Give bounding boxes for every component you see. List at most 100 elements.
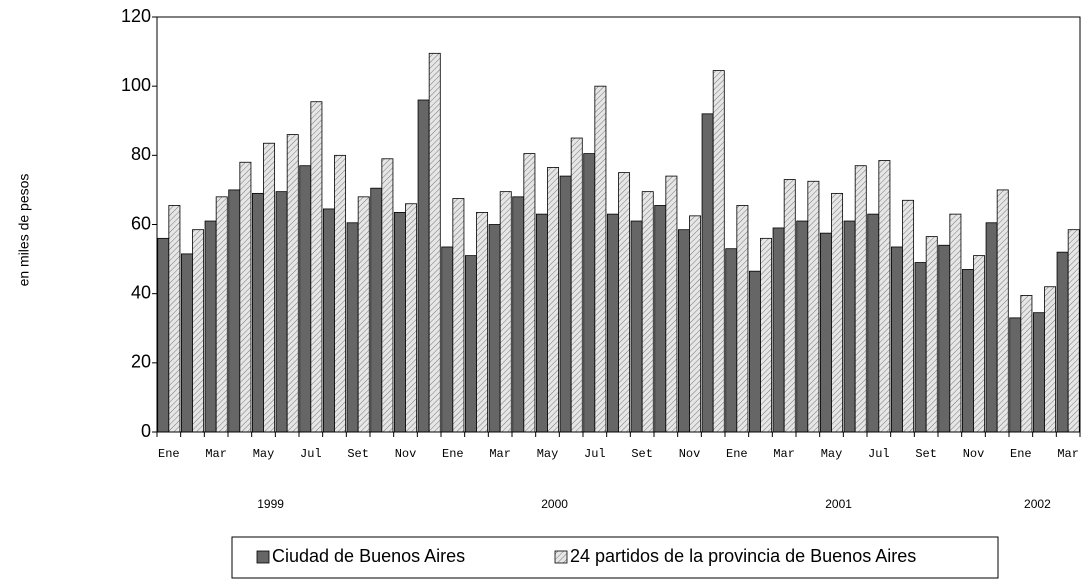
x-tick-label: Set [347, 447, 369, 461]
bar [512, 196, 525, 433]
x-tick-label: Mar [773, 447, 795, 461]
bar [854, 165, 867, 433]
bar [334, 154, 347, 433]
bar [843, 220, 856, 433]
y-tick-label: 60 [131, 213, 151, 233]
bar [796, 220, 809, 433]
x-tick-label: Jul [300, 447, 322, 461]
bar [215, 196, 228, 433]
bar [914, 262, 927, 433]
bar [748, 270, 761, 433]
bar [1067, 229, 1080, 433]
bar [476, 211, 489, 433]
bar [488, 224, 501, 433]
bar [938, 244, 951, 433]
bar [275, 191, 288, 433]
x-tick-label: Nov [395, 447, 417, 461]
bar [665, 175, 678, 433]
y-axis-label: en miles de pesos [16, 174, 32, 287]
bar [630, 220, 643, 433]
bar [1056, 251, 1069, 433]
bar [405, 203, 418, 433]
y-tick-label: 100 [121, 75, 151, 95]
x-tick-label: Mar [1057, 447, 1079, 461]
bar [322, 208, 335, 433]
bar [583, 153, 596, 433]
x-tick-label: Nov [963, 447, 985, 461]
bar [606, 213, 619, 433]
bar [381, 158, 394, 433]
bar [819, 232, 832, 433]
bar [157, 237, 170, 433]
bar [783, 179, 796, 433]
bar [772, 227, 785, 433]
bar [417, 99, 430, 433]
x-tick-label: Ene [726, 447, 748, 461]
bar [547, 167, 560, 433]
y-tick-label: 40 [131, 282, 151, 302]
bar [370, 187, 383, 433]
x-tick-label: May [253, 447, 275, 461]
x-tick-label: Ene [442, 447, 464, 461]
bar [985, 222, 998, 433]
x-tick-label: Set [631, 447, 653, 461]
bar [878, 160, 891, 433]
x-tick-label: Set [915, 447, 937, 461]
bar [464, 255, 477, 433]
legend-swatch [554, 550, 568, 564]
bar [286, 134, 299, 433]
bar [890, 246, 903, 433]
year-label: 1999 [257, 497, 284, 511]
bar [807, 180, 820, 433]
x-tick-label: Ene [1010, 447, 1032, 461]
bar [251, 192, 264, 433]
bar [239, 161, 252, 433]
x-tick-label: May [537, 447, 559, 461]
y-tick-label: 0 [141, 421, 151, 441]
bar [1020, 294, 1033, 433]
bar [961, 269, 974, 433]
x-tick-label: Mar [489, 447, 511, 461]
legend [231, 536, 999, 579]
bar [867, 213, 880, 433]
legend-label: 24 partidos de la provincia de Buenos Ai… [570, 546, 916, 566]
legend-swatch [256, 550, 270, 564]
bar [559, 175, 572, 433]
x-tick-label: Nov [679, 447, 701, 461]
bar [428, 52, 441, 433]
bar [831, 192, 844, 433]
x-tick-label: May [821, 447, 843, 461]
bar [902, 199, 915, 433]
bar [441, 246, 454, 433]
x-tick-label: Jul [868, 447, 890, 461]
bar [263, 142, 276, 433]
y-tick-label: 20 [131, 352, 151, 372]
x-tick-label: Ene [158, 447, 180, 461]
bar [701, 113, 714, 433]
bar [310, 101, 323, 433]
bar [641, 191, 654, 433]
y-tick-label: 120 [121, 6, 151, 26]
bar [689, 215, 702, 433]
bar [1044, 286, 1057, 433]
bar [760, 237, 773, 433]
bar [523, 153, 536, 433]
year-label: 2000 [541, 497, 568, 511]
bar [570, 137, 583, 433]
x-tick-label: Mar [205, 447, 227, 461]
bar [1009, 317, 1022, 433]
bar [192, 229, 205, 433]
legend-label: Ciudad de Buenos Aires [272, 546, 465, 566]
bar [357, 196, 370, 433]
bar [168, 205, 181, 433]
bar [393, 211, 406, 433]
bar [499, 191, 512, 433]
bar [618, 172, 631, 433]
bar [712, 70, 725, 433]
y-tick-label: 80 [131, 144, 151, 164]
bar [228, 189, 241, 433]
bar [736, 205, 749, 433]
bar [346, 222, 359, 433]
bar [996, 189, 1009, 433]
